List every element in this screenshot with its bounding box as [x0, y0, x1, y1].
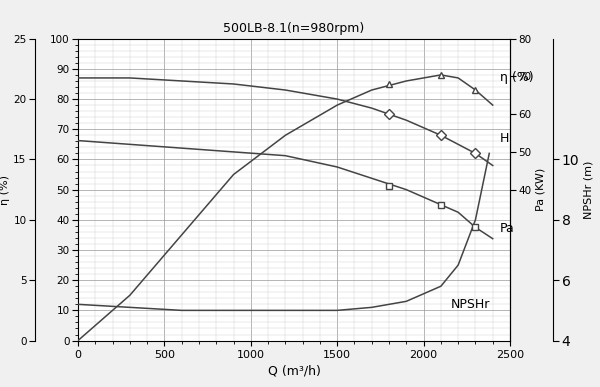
Text: Pa: Pa [500, 223, 514, 235]
Title: 500LB-8.1(n=980rpm): 500LB-8.1(n=980rpm) [223, 22, 365, 35]
Text: H: H [500, 132, 509, 145]
X-axis label: Q (m³/h): Q (m³/h) [268, 365, 320, 377]
Text: η (%): η (%) [500, 72, 533, 84]
Text: NPSHr: NPSHr [451, 298, 491, 311]
Y-axis label: NPSHr (m): NPSHr (m) [583, 161, 593, 219]
Y-axis label: η (%): η (%) [1, 175, 10, 205]
Y-axis label: Pa (KW): Pa (KW) [536, 168, 545, 211]
